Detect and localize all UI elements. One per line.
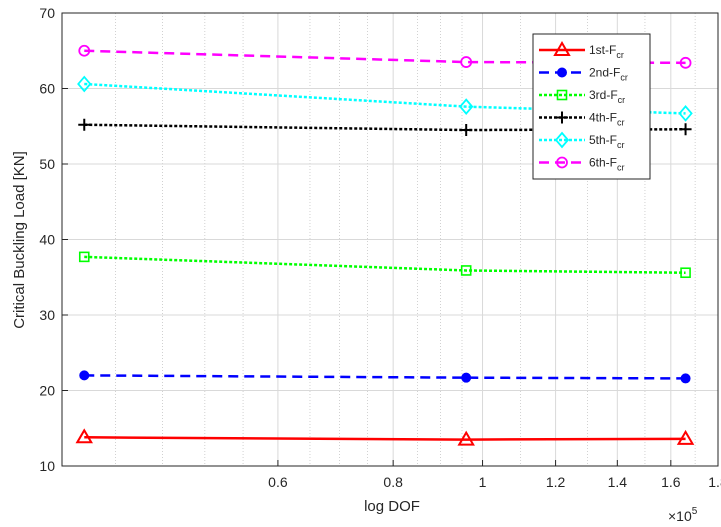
x-tick-label: 0.6 (268, 474, 288, 490)
series-3 (80, 252, 690, 277)
x-tick-label: 1.4 (608, 474, 628, 490)
x-tick-label: 0.8 (383, 474, 403, 490)
data-point (462, 373, 471, 382)
x-exponent-power: 5 (692, 506, 698, 517)
x-axis-label: log DOF (364, 498, 420, 515)
y-tick-label: 40 (39, 232, 55, 248)
series-line (84, 257, 685, 273)
data-point (681, 374, 690, 383)
y-tick-label: 50 (39, 156, 55, 172)
x-tick-label: 1 (479, 474, 487, 490)
data-point (78, 119, 90, 131)
y-axis-label: Critical Buckling Load [KN] (11, 151, 28, 329)
data-point (460, 124, 472, 136)
x-tick-label: 1.6 (661, 474, 681, 490)
x-exponent-label: ×105 (668, 506, 698, 524)
x-exponent-base: ×10 (668, 508, 692, 524)
series-line (84, 437, 685, 439)
data-point (680, 123, 692, 135)
data-point (558, 68, 567, 77)
y-tick-label: 70 (39, 5, 55, 21)
legend: 1st-Fcr2nd-Fcr3rd-Fcr4th-Fcr5th-Fcr6th-F… (533, 34, 650, 179)
data-point (80, 371, 89, 380)
x-tick-label: 1.2 (546, 474, 566, 490)
series-line (84, 375, 685, 378)
y-tick-label: 20 (39, 383, 55, 399)
y-tick-label: 30 (39, 307, 55, 323)
series-2 (80, 371, 690, 383)
series-1 (77, 430, 692, 444)
y-tick-label: 10 (39, 458, 55, 474)
y-tick-label: 60 (39, 81, 55, 97)
x-tick-label: 1.8 (708, 474, 721, 490)
